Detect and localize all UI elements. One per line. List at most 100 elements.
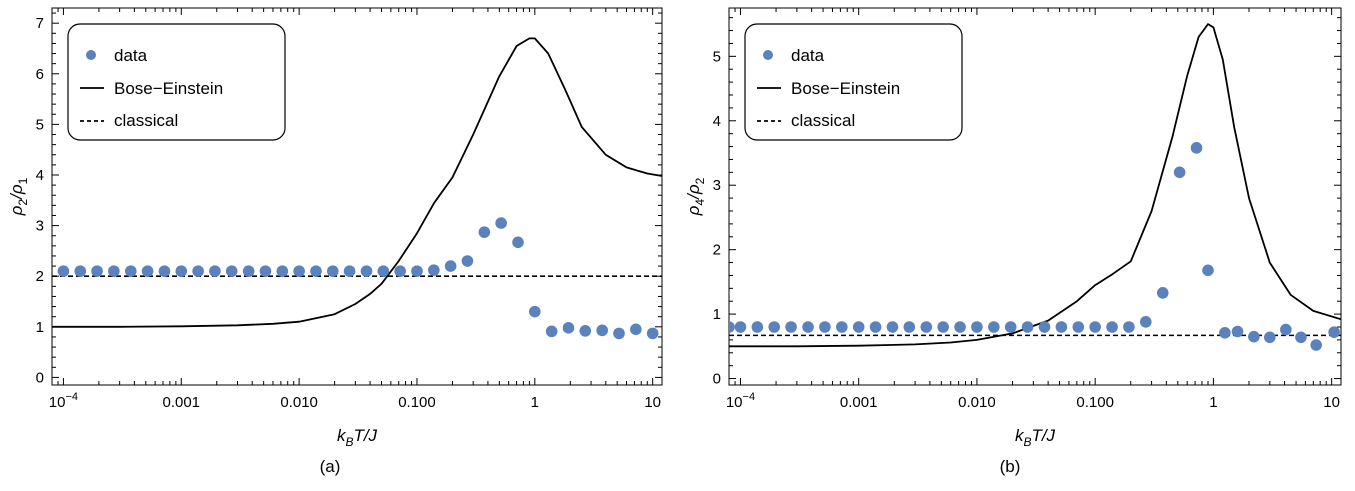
y-axis-label-slash: /: [7, 192, 26, 200]
data-point: [852, 321, 865, 333]
y-tick-label: 6: [36, 66, 44, 83]
data-point: [444, 260, 457, 272]
x-axis-label: kBT/J: [1015, 426, 1056, 449]
data-point: [1004, 321, 1017, 333]
data-point: [158, 265, 171, 277]
y-axis-label: ρ4/ρ2: [684, 177, 707, 216]
data-point: [579, 325, 592, 337]
data-point: [1055, 321, 1068, 333]
data-point: [596, 324, 608, 337]
data-point: [141, 265, 154, 277]
data-point: [646, 327, 659, 340]
x-tick-label: 0.100: [1076, 394, 1114, 411]
x-tick-label: 1: [1209, 394, 1217, 411]
legend-classical-label: classical: [114, 111, 178, 130]
data-point: [836, 321, 848, 333]
bose-einstein-line: [729, 23, 1341, 348]
y-tick-label: 2: [36, 268, 44, 285]
data-point: [411, 265, 423, 277]
data-point: [461, 255, 474, 267]
data-point: [630, 323, 642, 336]
data-point: [242, 265, 255, 277]
y-tick-label: 5: [713, 48, 721, 65]
x-axis-label-rest: T/J: [353, 426, 377, 445]
data-point: [512, 236, 524, 249]
y-tick-label: 0: [36, 369, 44, 386]
data-point: [785, 321, 797, 333]
data-point: [209, 265, 221, 277]
legend-bose-label: Bose−Einstein: [114, 79, 223, 98]
data-point: [529, 305, 541, 318]
data-point: [734, 321, 747, 333]
y-axis-label-slash: /: [684, 192, 703, 200]
data-point: [613, 327, 625, 340]
data-point: [1139, 316, 1152, 328]
y-tick-label: 4: [713, 113, 721, 130]
legend: data Bose−Einstein classical: [67, 23, 286, 141]
x-tick-label: 10: [644, 394, 661, 411]
legend-box: [67, 23, 286, 141]
data-point: [1264, 331, 1276, 344]
y-tick-label: 1: [36, 319, 44, 336]
data-point: [988, 321, 1000, 333]
y-tick-label: 4: [36, 167, 44, 184]
data-point: [394, 265, 406, 277]
plot-frame: [728, 7, 1342, 386]
bose-einstein-line: [52, 37, 662, 328]
x-tick-exp: −4: [65, 391, 78, 403]
data-point: [478, 226, 491, 238]
x-axis-label-k: k: [1015, 426, 1025, 445]
x-tick-exp: −4: [743, 391, 756, 403]
x-tick-label: 10−4: [49, 391, 78, 411]
data-point: [293, 265, 305, 277]
data-point: [1248, 330, 1260, 343]
y-tick-label: 2: [713, 242, 721, 259]
x-axis-label: kBT/J: [337, 426, 378, 449]
data-point: [1310, 339, 1322, 351]
legend-box: [744, 23, 963, 141]
data-point: [768, 321, 781, 333]
x-tick-label: 0.010: [958, 394, 996, 411]
data-point: [225, 265, 238, 277]
plot-frame: [51, 7, 663, 386]
y-axis-label: ρ2/ρ1: [7, 177, 30, 216]
data-point: [819, 321, 831, 333]
y-tick-label: 5: [36, 116, 44, 133]
data-point: [1173, 166, 1186, 179]
x-tick-label: 10: [1323, 394, 1340, 411]
x-axis-label-sub: B: [1023, 435, 1031, 449]
data-point: [545, 325, 558, 338]
x-tick-label: 0.100: [398, 394, 436, 411]
y-tick-label: 1: [713, 306, 721, 323]
data-point: [729, 321, 735, 333]
y-axis-label-den: ρ: [684, 184, 703, 195]
y-tick-label: 3: [713, 177, 721, 194]
data-point: [495, 217, 507, 229]
data-point: [1038, 321, 1051, 333]
data-point: [276, 265, 289, 277]
panel-a: 10−4 0.001 0.010 0.100 1 1001234567dataBose−E…: [7, 7, 663, 476]
data-point: [562, 322, 575, 334]
data-point: [74, 265, 87, 277]
x-tick-label: 0.010: [280, 394, 318, 411]
y-tick-label: 7: [36, 15, 44, 32]
data-points: [57, 217, 659, 340]
legend-data-label: data: [114, 46, 148, 65]
x-axis-label-k: k: [337, 426, 347, 445]
legend-classical-label: classical: [791, 111, 855, 130]
data-point: [1280, 323, 1292, 336]
data-point: [192, 265, 204, 277]
y-axis-label-den-sub: 1: [16, 177, 30, 184]
x-tick-base: 10: [49, 394, 66, 411]
data-point: [91, 265, 103, 277]
data-point: [903, 321, 916, 333]
data-point: [1089, 321, 1101, 333]
x-tick-label: 0.001: [840, 394, 878, 411]
x-tick-label: 0.001: [162, 394, 200, 411]
data-point: [310, 265, 322, 277]
data-point: [360, 265, 373, 277]
data-point: [326, 265, 339, 277]
data-point: [802, 321, 814, 333]
